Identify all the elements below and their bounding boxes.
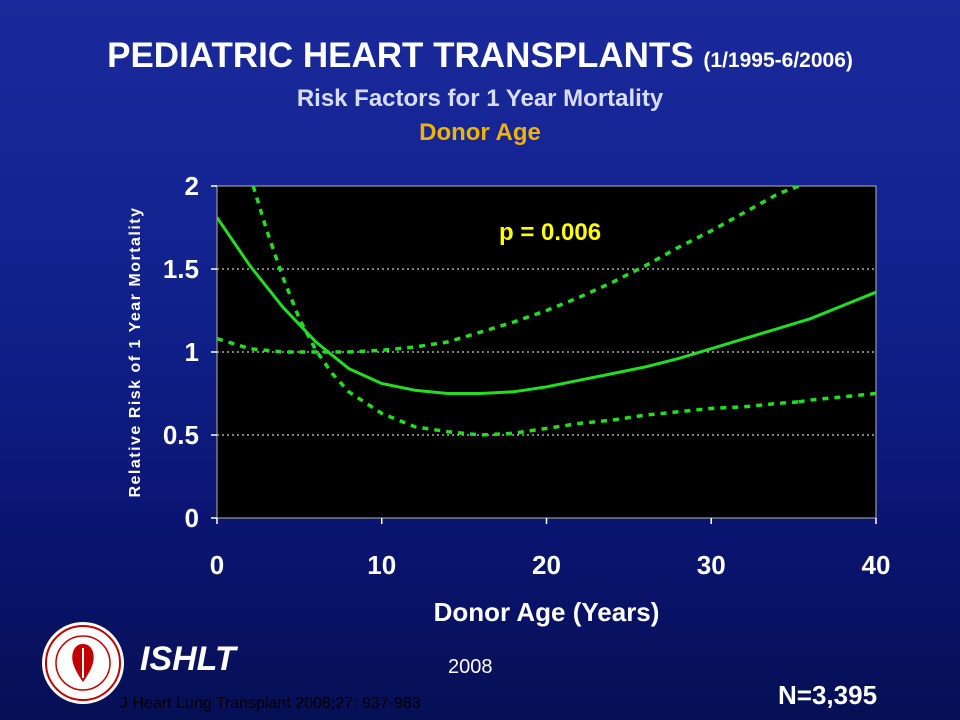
title-date-range: (1/1995-6/2006): [703, 49, 853, 72]
x-tick-label: 20: [532, 550, 561, 580]
y-tick-label: 1: [185, 337, 199, 367]
confidence-bound-curve: [251, 186, 799, 437]
page-title: PEDIATRIC HEART TRANSPLANTS (1/1995-6/20…: [0, 36, 960, 81]
report-year: 2008: [448, 656, 493, 678]
title-main: PEDIATRIC HEART TRANSPLANTS: [107, 36, 694, 75]
y-tick-label: 2: [185, 171, 199, 201]
x-tick-label: 0: [210, 550, 224, 580]
y-tick-label: 0: [185, 503, 199, 533]
org-name: ISHLT: [140, 640, 236, 678]
page-subtitle: Risk Factors for 1 Year Mortality: [296, 85, 664, 112]
x-tick-label: 40: [862, 550, 891, 580]
x-tick-label: 30: [697, 550, 726, 580]
citation: J Heart Lung Transplant 2008;27: 937-983: [120, 695, 421, 712]
ishlt-logo-icon: [42, 622, 124, 704]
sample-size: N=3,395: [778, 680, 878, 710]
p-value-annotation: p = 0.006: [499, 219, 601, 246]
x-tick-label: 10: [367, 550, 396, 580]
y-tick-label: 1.5: [163, 254, 199, 284]
confidence-bound-curve: [217, 186, 800, 354]
y-axis-label: Relative Risk of 1 Year Mortality: [127, 206, 144, 497]
confidence-bound-curve: [798, 391, 876, 404]
x-axis-label: Donor Age (Years): [434, 597, 660, 627]
chart-variable-title: Donor Age: [419, 119, 541, 146]
y-tick-label: 0.5: [163, 420, 199, 450]
